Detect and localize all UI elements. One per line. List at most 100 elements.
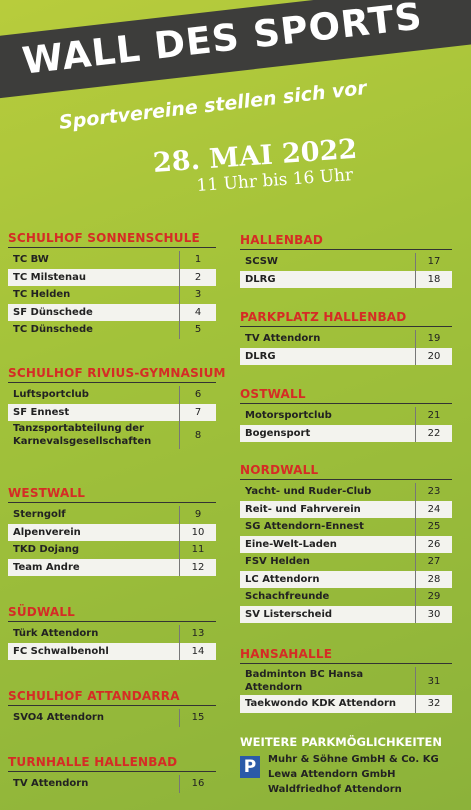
club-number: 2	[179, 268, 216, 286]
club-number: 9	[179, 506, 216, 524]
row: SF Dünschede 4	[8, 303, 216, 321]
section: HALLENBAD SCSW 17 DLRG 18	[240, 233, 452, 288]
row: Eine-Welt-Laden 26	[240, 535, 452, 553]
section: SCHULHOF RIVIUS-GYMNASIUM Luftsportclub 6 S…	[8, 366, 225, 449]
club-number: 23	[415, 483, 452, 501]
row: TC Dünschede 5	[8, 321, 216, 339]
club-name: TC Helden	[13, 289, 71, 301]
table: Sterngolf 9 Alpenverein 10 TKD Dojang 11 Team …	[8, 506, 216, 576]
section: SCHULHOF ATTANDARRA SVO4 Attendorn 15	[8, 689, 216, 727]
club-name: SF Ennest	[13, 406, 70, 418]
club-number: 25	[415, 518, 452, 536]
club-name: SV Listerscheid	[245, 608, 333, 620]
section-title: SÜDWALL	[8, 605, 216, 622]
club-name: LC Attendorn	[245, 573, 320, 585]
club-number: 26	[415, 535, 452, 553]
section-title: TURNHALLE HALLENBAD	[8, 755, 216, 772]
parking-icon: P	[240, 756, 260, 778]
club-number: 30	[415, 605, 452, 623]
section: NORDWALL Yacht- und Ruder-Club 23 Reit- und…	[240, 463, 452, 623]
row: FC Schwalbenohl 14	[8, 642, 216, 660]
club-name: TV Attendorn	[245, 333, 321, 345]
row: SF Ennest 7	[8, 403, 216, 421]
club-name: Team Andre	[13, 561, 80, 573]
section-title: HANSAHALLE	[240, 647, 452, 664]
table: TC BW 1 TC Milstenau 2 TC Helden 3 SF Dünsched…	[8, 251, 216, 339]
club-name: SCSW	[245, 256, 278, 268]
section-title: HALLENBAD	[240, 233, 452, 250]
club-name: Eine-Welt-Laden	[245, 538, 337, 550]
club-number: 13	[179, 625, 216, 643]
row: Bogensport 22	[240, 424, 452, 442]
club-name: TKD Dojang	[13, 544, 79, 556]
row: Türk Attendorn 13	[8, 625, 216, 643]
club-name: Türk Attendorn	[13, 628, 99, 640]
club-number: 8	[179, 421, 216, 449]
club-number: 5	[179, 321, 216, 339]
club-number: 27	[415, 553, 452, 571]
club-number: 20	[415, 347, 452, 365]
table: TV Attendorn 19 DLRG 20	[240, 330, 452, 365]
parking-line: Lewa Attendorn GmbH	[268, 769, 396, 780]
row: SG Attendorn-Ennest 25	[240, 518, 452, 536]
row: Luftsportclub 6	[8, 386, 216, 404]
table: TV Attendorn 16	[8, 775, 216, 793]
section-title: PARKPLATZ HALLENBAD	[240, 310, 452, 327]
row: LC Attendorn 28	[240, 570, 452, 588]
row: Reit- und Fahrverein 24	[240, 500, 452, 518]
club-number: 28	[415, 570, 452, 588]
club-name: Luftsportclub	[13, 389, 89, 401]
parking-line: Waldfriedhof Attendorn	[268, 784, 402, 795]
parking-line: Muhr & Söhne GmbH & Co. KG	[268, 754, 439, 765]
club-name: Bogensport	[245, 427, 311, 439]
row: Taekwondo KDK Attendorn 32	[240, 695, 452, 713]
row: Motorsportclub 21	[240, 407, 452, 425]
row: Yacht- und Ruder-Club 23	[240, 483, 452, 501]
club-name: TC Milstenau	[13, 271, 86, 283]
section: SÜDWALL Türk Attendorn 13 FC Schwalbenohl 14	[8, 605, 216, 660]
row: Badminton BC Hansa Attendorn 31	[240, 667, 452, 695]
section-title: SCHULHOF RIVIUS-GYMNASIUM	[8, 366, 225, 383]
club-name: SG Attendorn-Ennest	[245, 521, 364, 533]
row: TC BW 1	[8, 251, 216, 269]
club-name: Tanzsportabteilung der Karnevalsgesellsc…	[13, 423, 152, 447]
table: Luftsportclub 6 SF Ennest 7 Tanzsportabteilu…	[8, 386, 216, 449]
row: Tanzsportabteilung der Karnevalsgesellsc…	[8, 421, 216, 449]
club-name: Yacht- und Ruder-Club	[245, 486, 372, 498]
section: TURNHALLE HALLENBAD TV Attendorn 16	[8, 755, 216, 793]
club-number: 24	[415, 500, 452, 518]
section-title: NORDWALL	[240, 463, 452, 480]
section-title: WESTWALL	[8, 486, 216, 503]
club-name: Taekwondo KDK Attendorn	[245, 698, 397, 710]
row: TC Milstenau 2	[8, 268, 216, 286]
club-name: FC Schwalbenohl	[13, 645, 109, 657]
table: SCSW 17 DLRG 18	[240, 253, 452, 288]
club-number: 6	[179, 386, 216, 404]
section-title: SCHULHOF SONNENSCHULE	[8, 231, 216, 248]
club-number: 10	[179, 523, 216, 541]
club-number: 3	[179, 286, 216, 304]
club-name: DLRG	[245, 350, 276, 362]
row: Team Andre 12	[8, 558, 216, 576]
club-name: FSV Helden	[245, 556, 310, 568]
row: SV Listerscheid 30	[240, 605, 452, 623]
row: TC Helden 3	[8, 286, 216, 304]
club-number: 18	[415, 270, 452, 288]
club-number: 4	[179, 303, 216, 321]
table: Türk Attendorn 13 FC Schwalbenohl 14	[8, 625, 216, 660]
table: SVO4 Attendorn 15	[8, 709, 216, 727]
section: HANSAHALLE Badminton BC Hansa Attendorn 31…	[240, 647, 452, 713]
club-name: TC BW	[13, 254, 49, 266]
club-number: 7	[179, 403, 216, 421]
club-name: Alpenverein	[13, 526, 81, 538]
section-title: OSTWALL	[240, 387, 452, 404]
parking-title: WEITERE PARKMÖGLICHKEITEN	[240, 735, 442, 749]
club-number: 19	[415, 330, 452, 348]
table: Badminton BC Hansa Attendorn 31 Taekwondo …	[240, 667, 452, 713]
row: TV Attendorn 16	[8, 775, 216, 793]
section: SCHULHOF SONNENSCHULE TC BW 1 TC Milstenau 2…	[8, 231, 216, 339]
club-name: Badminton BC Hansa Attendorn	[245, 669, 364, 693]
club-number: 21	[415, 407, 452, 425]
club-number: 12	[179, 558, 216, 576]
row: SCSW 17	[240, 253, 452, 271]
